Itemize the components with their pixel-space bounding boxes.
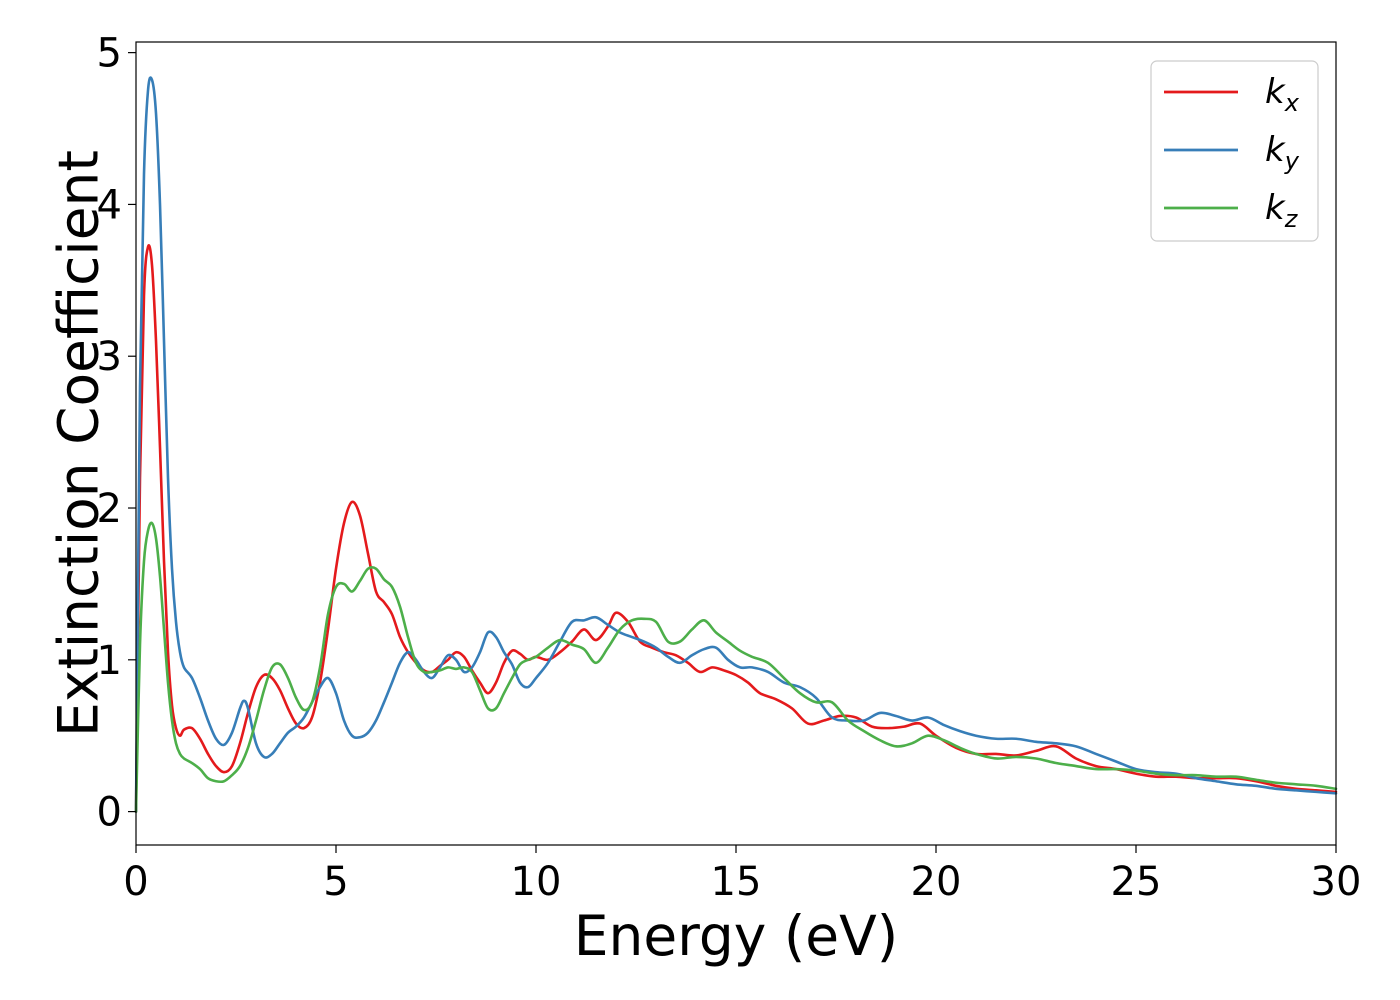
y-tick-label: 2 xyxy=(97,486,122,532)
legend: kx ky kz xyxy=(1150,60,1319,242)
y-axis-label: Extinction Coefficient xyxy=(46,150,110,737)
y-tick-label: 1 xyxy=(97,638,122,684)
x-tick-label: 5 xyxy=(323,859,348,905)
series-line-y xyxy=(134,76,1338,813)
x-tick-label: 30 xyxy=(1311,859,1362,905)
x-axis-label: Energy (eV) xyxy=(574,904,898,968)
legend-label-y: ky xyxy=(1265,130,1300,175)
legend-label-x: kx xyxy=(1265,72,1300,117)
x-tick-label: 20 xyxy=(911,859,962,905)
x-tick-label: 0 xyxy=(123,859,148,905)
series-line-z xyxy=(134,521,1338,813)
y-tick-label: 0 xyxy=(97,790,122,836)
ticks-layer: 0 5 10 15 20 25 30 0 1 2 3 4 5 xyxy=(97,31,1362,905)
x-tick-label: 25 xyxy=(1111,859,1162,905)
x-tick-label: 10 xyxy=(511,859,562,905)
series-layer xyxy=(134,76,1338,813)
y-tick-label: 4 xyxy=(97,182,122,228)
y-tick-label: 5 xyxy=(97,31,122,77)
x-tick-label: 15 xyxy=(711,859,762,905)
legend-label-z: kz xyxy=(1265,188,1299,233)
y-tick-label: 3 xyxy=(97,334,122,380)
